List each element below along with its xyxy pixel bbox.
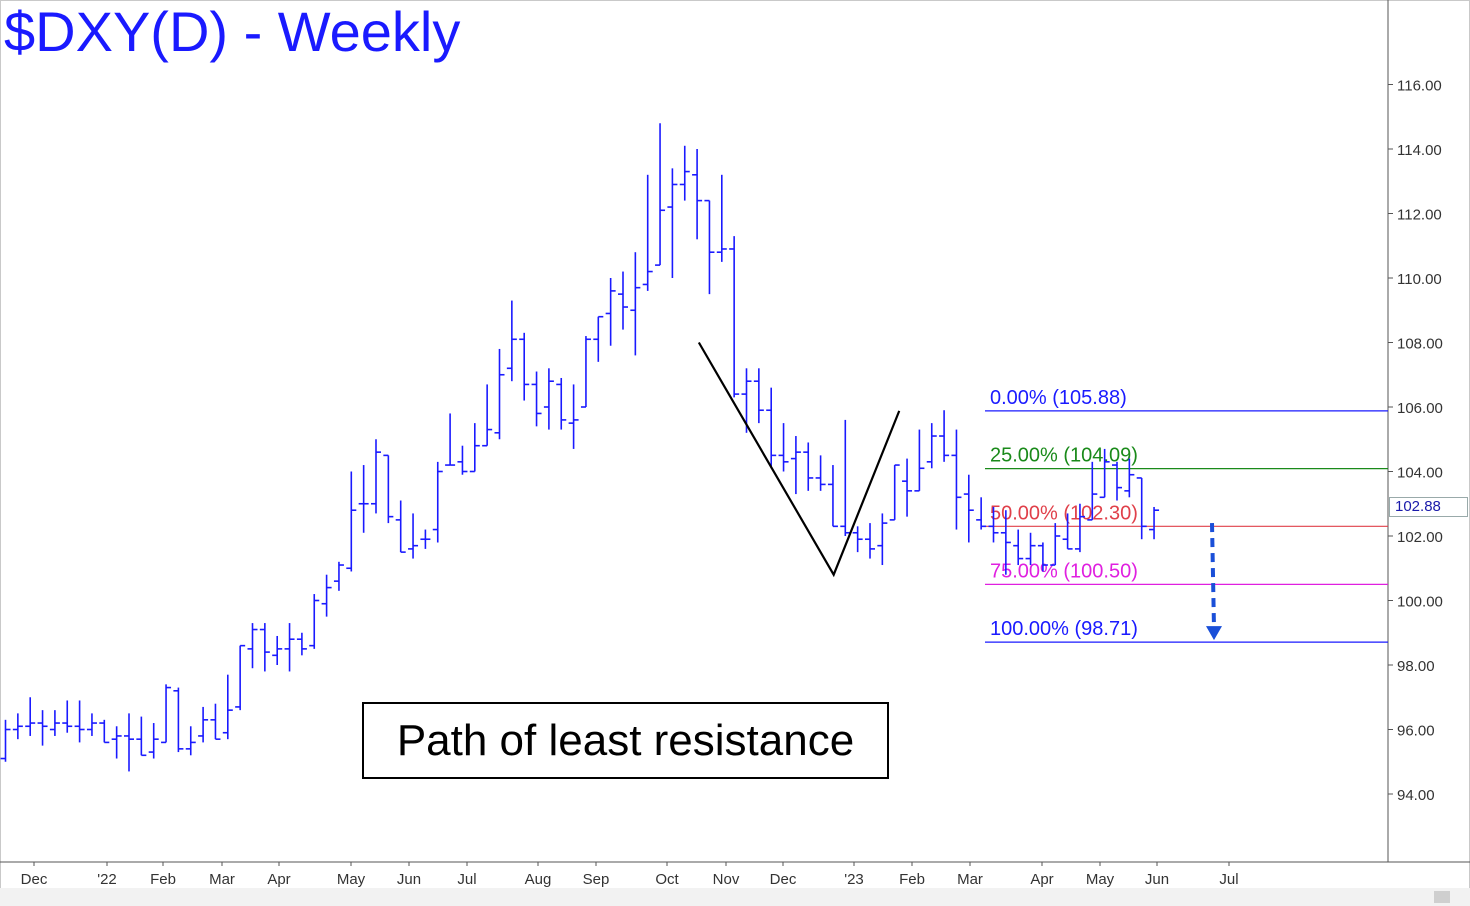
y-tick-label: 112.00	[1397, 207, 1442, 224]
y-tick-label: 104.00	[1397, 465, 1443, 482]
y-tick-label: 108.00	[1397, 336, 1443, 353]
fib-level-label: 0.00% (105.88)	[990, 387, 1127, 409]
y-tick-label: 94.00	[1397, 787, 1435, 804]
y-tick-label: 102.00	[1397, 529, 1443, 546]
x-tick-label: Oct	[655, 871, 679, 888]
x-tick-label: Jul	[457, 871, 476, 888]
last-price-tag: 102.88	[1389, 497, 1468, 517]
y-tick-label: 116.00	[1397, 78, 1442, 95]
y-tick-label: 98.00	[1397, 658, 1435, 675]
y-tick-label: 100.00	[1397, 594, 1443, 611]
x-tick-label: Nov	[713, 871, 740, 888]
x-tick-label: Mar	[209, 871, 235, 888]
x-tick-label: Jul	[1219, 871, 1238, 888]
y-tick-label: 96.00	[1397, 723, 1435, 740]
x-tick-label: Dec	[770, 871, 797, 888]
fib-level-label: 50.00% (102.30)	[990, 502, 1138, 524]
x-tick-label: Jun	[1145, 871, 1169, 888]
x-tick-label: Dec	[21, 871, 48, 888]
x-tick-label: May	[1086, 871, 1115, 888]
x-tick-label: '23	[844, 871, 864, 888]
x-tick-label: Jun	[397, 871, 421, 888]
x-tick-label: '22	[97, 871, 117, 888]
y-tick-label: 110.00	[1397, 271, 1442, 288]
x-tick-label: Sep	[583, 871, 610, 888]
chart-title: $DXY(D) - Weekly	[4, 0, 461, 63]
abc-pattern-line	[697, 341, 901, 578]
x-tick-label: Mar	[957, 871, 983, 888]
y-tick-label: 106.00	[1397, 400, 1443, 417]
x-tick-label: Feb	[150, 871, 176, 888]
fib-level-label: 100.00% (98.71)	[990, 618, 1138, 640]
x-tick-label: Aug	[525, 871, 552, 888]
target-arrow-shaft	[1210, 523, 1216, 629]
x-tick-label: Apr	[267, 871, 290, 888]
y-tick-label: 114.00	[1397, 142, 1442, 159]
x-tick-label: May	[337, 871, 366, 888]
x-tick-label: Feb	[899, 871, 925, 888]
annotation-box: Path of least resistance	[362, 702, 889, 779]
horizontal-scrollbar[interactable]	[0, 888, 1470, 906]
target-arrow-head	[1206, 626, 1222, 641]
scrollbar-thumb[interactable]	[1434, 891, 1450, 903]
x-tick-label: Apr	[1030, 871, 1053, 888]
fib-level-label: 25.00% (104.09)	[990, 445, 1138, 467]
fib-level-label: 75.00% (100.50)	[990, 560, 1138, 582]
